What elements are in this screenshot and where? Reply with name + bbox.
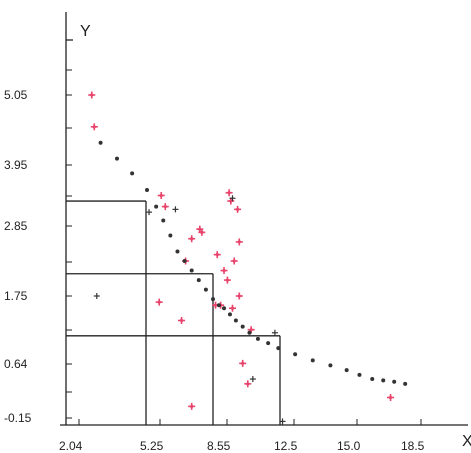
trend-point: [203, 287, 208, 292]
plus-point: [279, 418, 286, 425]
trend-point: [211, 297, 215, 302]
trend-point: [357, 372, 362, 377]
trend-point: [233, 318, 238, 323]
trend-point: [344, 368, 349, 373]
star-point: [220, 267, 228, 275]
y-tick-label: 3.95: [4, 158, 28, 172]
y-tick-label: -0.15: [4, 411, 32, 425]
star-point: [223, 276, 231, 284]
star-point: [90, 123, 98, 131]
trend-point: [276, 346, 281, 351]
trend-point: [98, 140, 103, 145]
trend-point: [403, 381, 408, 386]
trend-point: [240, 324, 245, 329]
reference-lines: [66, 200, 281, 425]
star-point: [387, 393, 395, 401]
x-tick-label: 5.25: [140, 439, 164, 453]
y-tick-label: 1.75: [4, 289, 28, 303]
trend-point: [227, 312, 232, 317]
trend-point: [154, 204, 159, 209]
star-point: [235, 238, 243, 246]
star-point: [178, 317, 186, 325]
trend-point: [182, 259, 187, 263]
trend-point: [370, 377, 375, 382]
star-point: [155, 298, 163, 306]
star-point: [196, 225, 204, 233]
star-point: [225, 189, 233, 197]
trend-point: [255, 336, 260, 341]
trend-point: [114, 156, 119, 161]
trend-point: [328, 363, 333, 368]
trend-point: [216, 303, 221, 308]
y-tick-label: 5.05: [4, 88, 28, 102]
trend-point: [222, 306, 227, 311]
trend-point: [189, 268, 194, 273]
star-point: [213, 251, 221, 259]
plus-point: [249, 376, 256, 383]
plus-point: [271, 329, 278, 336]
x-tick-label: 15.0: [337, 439, 361, 453]
plus-point: [93, 293, 100, 299]
axes: Y X: [60, 12, 471, 450]
trend-point: [392, 379, 397, 384]
trend-point: [381, 378, 386, 383]
trend-point: [175, 249, 180, 254]
y-tick-label: 2.85: [4, 219, 28, 233]
star-point: [188, 235, 196, 243]
star-point: [188, 402, 196, 410]
star-point: [244, 380, 252, 388]
plus-point: [229, 195, 236, 202]
star-point: [230, 257, 238, 265]
trend-point: [161, 218, 166, 223]
x-tick-label: 12.5: [274, 439, 298, 453]
x-tick-label: 18.5: [401, 439, 425, 453]
trend-point: [168, 233, 173, 238]
x-axis-title: X: [462, 433, 471, 450]
trend-point: [130, 171, 135, 176]
ticks: -0.15 0.64 1.75 2.85 3.95 5.05 2.04 5.25 8.55 12.…: [4, 69, 425, 453]
star-point: [239, 359, 247, 367]
trend-point: [266, 341, 271, 346]
plus-point: [146, 209, 153, 216]
trend-point: [310, 358, 315, 363]
x-tick-label: 2.04: [59, 439, 83, 453]
star-point: [88, 91, 96, 99]
trend-point: [145, 187, 150, 192]
x-tick-label: 8.55: [207, 439, 231, 453]
star-point: [157, 192, 165, 199]
y-tick-label: 0.64: [4, 357, 28, 371]
star-point: [161, 203, 169, 211]
star-point: [229, 304, 237, 312]
y-axis-title: Y: [80, 23, 91, 40]
star-point: [235, 292, 243, 300]
trend-point: [293, 352, 298, 357]
trend-point: [196, 278, 201, 283]
data-marks: [88, 91, 408, 425]
plus-point: [172, 206, 179, 213]
trend-point: [247, 330, 252, 335]
star-point: [234, 205, 242, 213]
